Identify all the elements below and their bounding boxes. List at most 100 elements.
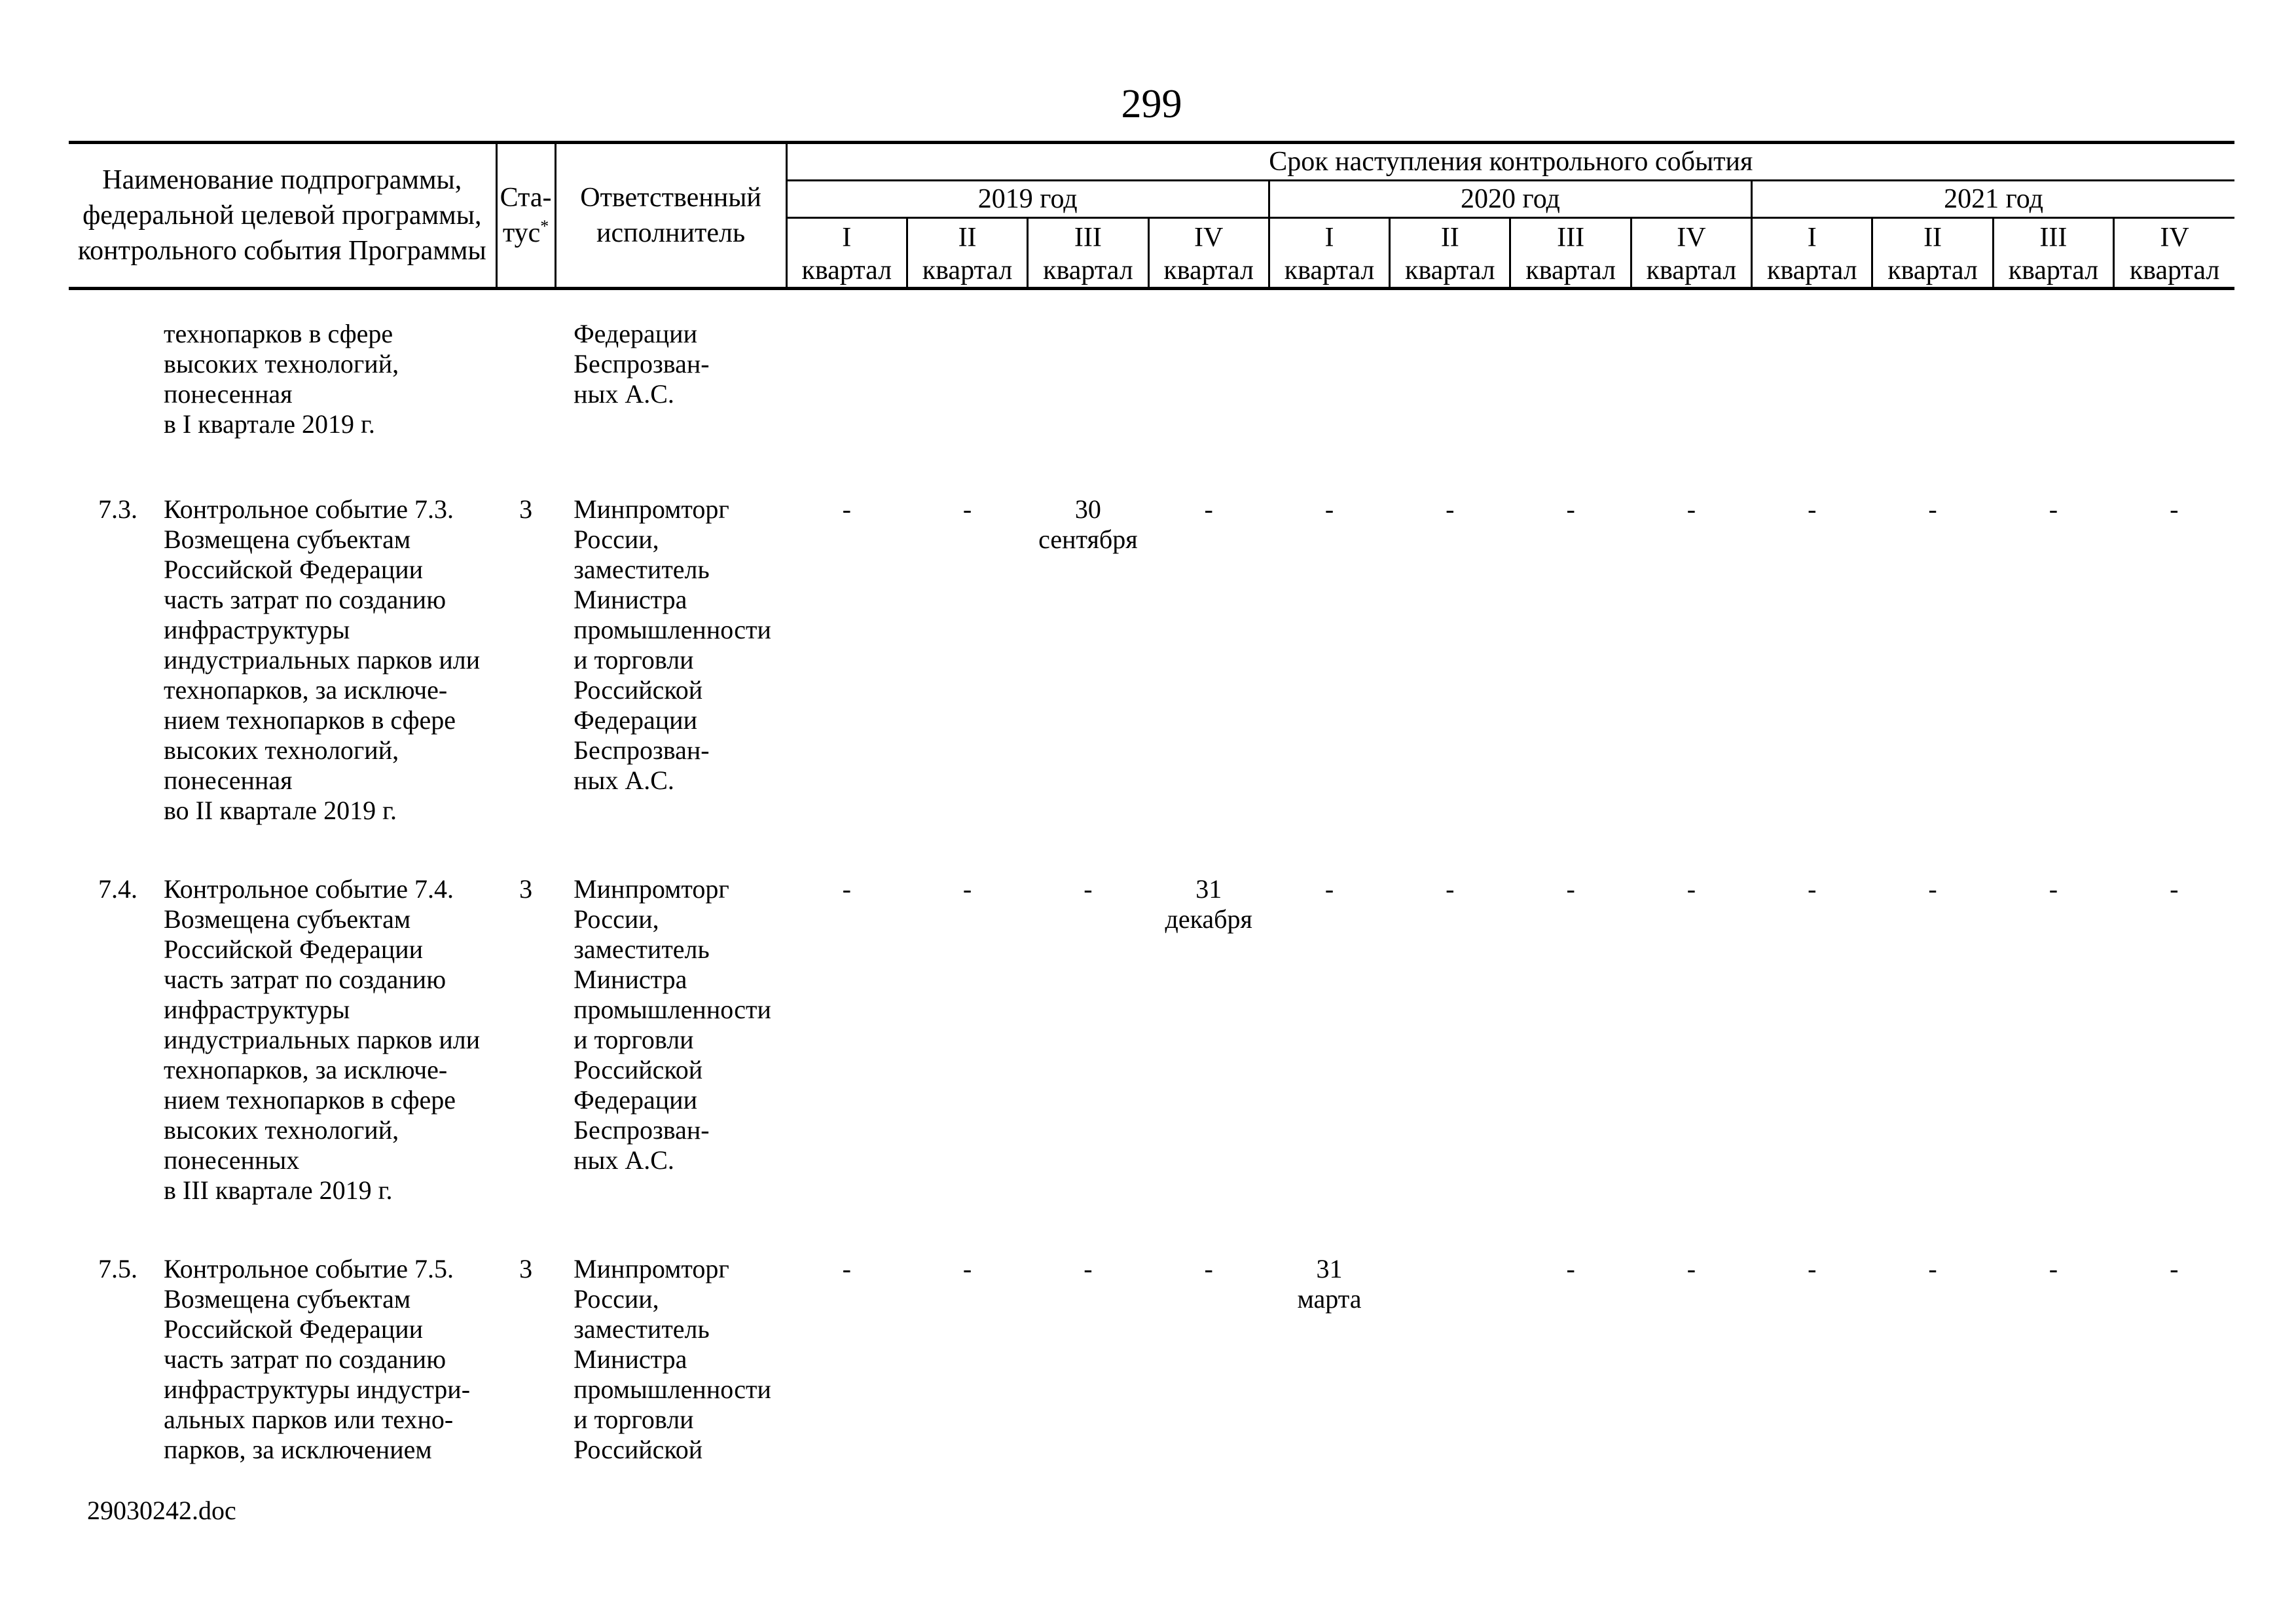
executor-text: Минпромторг России, заместитель Министра… — [574, 1253, 771, 1464]
quarter-header: II квартал — [1871, 217, 1994, 290]
column-header-executor-text: Ответственный исполнитель — [580, 183, 761, 248]
cell-quarter: - — [1028, 865, 1148, 1245]
cell-quarter — [786, 289, 907, 485]
cell-quarter: - — [786, 485, 907, 865]
quarter-numeral: I — [842, 223, 852, 253]
cell-executor: Минпромторг России, заместитель Министра… — [555, 1245, 786, 1465]
executor-text: Минпромторг России, заместитель Министра… — [574, 494, 771, 795]
executor-text: Минпромторг России, заместитель Министра… — [574, 874, 771, 1175]
quarter-numeral: IV — [1677, 223, 1706, 253]
dash-mark: - — [1084, 874, 1093, 904]
quarter-word: квартал — [922, 255, 1013, 286]
cell-event-name: 7.3. Контрольное событие 7.3. Возмещена с… — [69, 485, 496, 865]
row-number: 7.5. — [98, 1253, 137, 1283]
cell-status: 3 — [519, 494, 533, 524]
cell-quarter — [1872, 289, 1993, 485]
cell-quarter — [1148, 289, 1269, 485]
year-header: 2019 год — [785, 179, 1270, 219]
dash-mark: - — [1446, 874, 1455, 904]
quarter-word: квартал — [1646, 255, 1737, 286]
dash-mark: - — [962, 494, 972, 524]
quarter-header: III квартал — [1992, 217, 2115, 290]
cell-quarter: - — [1872, 485, 1993, 865]
dash-mark: - — [1084, 1253, 1093, 1283]
column-header-name: Наименование подпрограммы, федеральной ц… — [69, 141, 498, 290]
column-header-executor: Ответственный исполнитель — [554, 141, 788, 290]
cell-quarter: - — [1148, 485, 1269, 865]
column-header-deadline-group: Срок наступления контрольного события — [785, 141, 2234, 181]
cell-quarter: - — [2114, 485, 2234, 865]
dash-mark: - — [842, 874, 851, 904]
cell-status: 3 — [519, 1253, 533, 1283]
event-name-text: Контрольное событие 7.4. Возмещена субъе… — [164, 874, 481, 1205]
cell-quarter: - — [907, 1245, 1027, 1465]
deadline-date: 31 декабря — [1165, 874, 1252, 934]
table-row: 7.3. Контрольное событие 7.3. Возмещена с… — [69, 485, 2234, 865]
cell-quarter — [1390, 1245, 1510, 1465]
dash-mark: - — [1686, 494, 1696, 524]
quarter-header: II квартал — [905, 217, 1029, 290]
quarter-numeral: I — [1324, 223, 1334, 253]
cell-quarter: 31 марта — [1269, 1245, 1389, 1465]
dash-mark: - — [2170, 494, 2179, 524]
status-asterisk: * — [540, 217, 549, 236]
quarter-numeral: I — [1807, 223, 1817, 253]
cell-quarter: - — [1510, 865, 1631, 1245]
column-header-name-text: Наименование подпрограммы, федеральной ц… — [77, 165, 486, 266]
dash-mark: - — [1928, 874, 1937, 904]
dash-mark: - — [1928, 1253, 1937, 1283]
cell-quarter: - — [1752, 865, 1872, 1245]
quarter-numeral: III — [1074, 223, 1102, 253]
cell-quarter: - — [1993, 1245, 2113, 1465]
quarter-word: квартал — [2008, 255, 2099, 286]
dash-mark: - — [2049, 874, 2058, 904]
cell-quarter: - — [2114, 1245, 2234, 1465]
table-row: 7.4. Контрольное событие 7.4. Возмещена с… — [69, 865, 2234, 1245]
row-number: 7.4. — [98, 874, 137, 904]
cell-quarter: - — [1872, 865, 1993, 1245]
quarter-header: IV квартал — [1630, 217, 1753, 290]
dash-mark: - — [842, 494, 851, 524]
cell-quarter: - — [1993, 865, 2113, 1245]
quarter-word: квартал — [1887, 255, 1978, 286]
quarter-numeral: II — [958, 223, 977, 253]
dash-mark: - — [1808, 1253, 1817, 1283]
cell-quarter: - — [1510, 485, 1631, 865]
cell-event-name: 7.4. Контрольное событие 7.4. Возмещена с… — [69, 865, 496, 1245]
cell-quarter — [1390, 289, 1510, 485]
cell-quarter: - — [1028, 1245, 1148, 1465]
quarter-numeral: IV — [1194, 223, 1224, 253]
footer-filename: 29030242.doc — [87, 1496, 236, 1525]
column-header-status: Ста- тус* — [495, 141, 556, 290]
quarter-numeral: II — [1923, 223, 1942, 253]
cell-event-name: 7.5. Контрольное событие 7.5. Возмещена с… — [69, 1245, 496, 1465]
dash-mark: - — [1928, 494, 1937, 524]
dash-mark: - — [2049, 1253, 2058, 1283]
cell-status — [496, 289, 555, 485]
cell-quarter: - — [1631, 865, 1751, 1245]
quarter-header: III квартал — [1027, 217, 1150, 290]
cell-quarter: - — [1631, 485, 1751, 865]
dash-mark: - — [842, 1253, 851, 1283]
cell-quarter — [1993, 289, 2113, 485]
quarter-word: квартал — [2129, 255, 2220, 286]
table-header: Наименование подпрограммы, федеральной ц… — [69, 141, 2234, 290]
cell-quarter: - — [2114, 865, 2234, 1245]
cell-quarter — [1028, 289, 1148, 485]
cell-quarter: - — [1390, 485, 1510, 865]
dash-mark: - — [1686, 1253, 1696, 1283]
cell-quarter — [2114, 289, 2234, 485]
quarter-word: квартал — [1163, 255, 1254, 286]
cell-quarter: - — [1993, 485, 2113, 865]
cell-quarter: 31 декабря — [1148, 865, 1269, 1245]
cell-quarter — [1631, 289, 1751, 485]
status-line2: тус — [502, 218, 541, 248]
page-number: 299 — [1121, 82, 1182, 126]
dash-mark: - — [1566, 874, 1575, 904]
dash-mark: - — [1204, 1253, 1213, 1283]
cell-quarter: - — [1390, 865, 1510, 1245]
cell-executor: Минпромторг России, заместитель Министра… — [555, 485, 786, 865]
event-name-text: Контрольное событие 7.5. Возмещена субъе… — [164, 1253, 471, 1464]
